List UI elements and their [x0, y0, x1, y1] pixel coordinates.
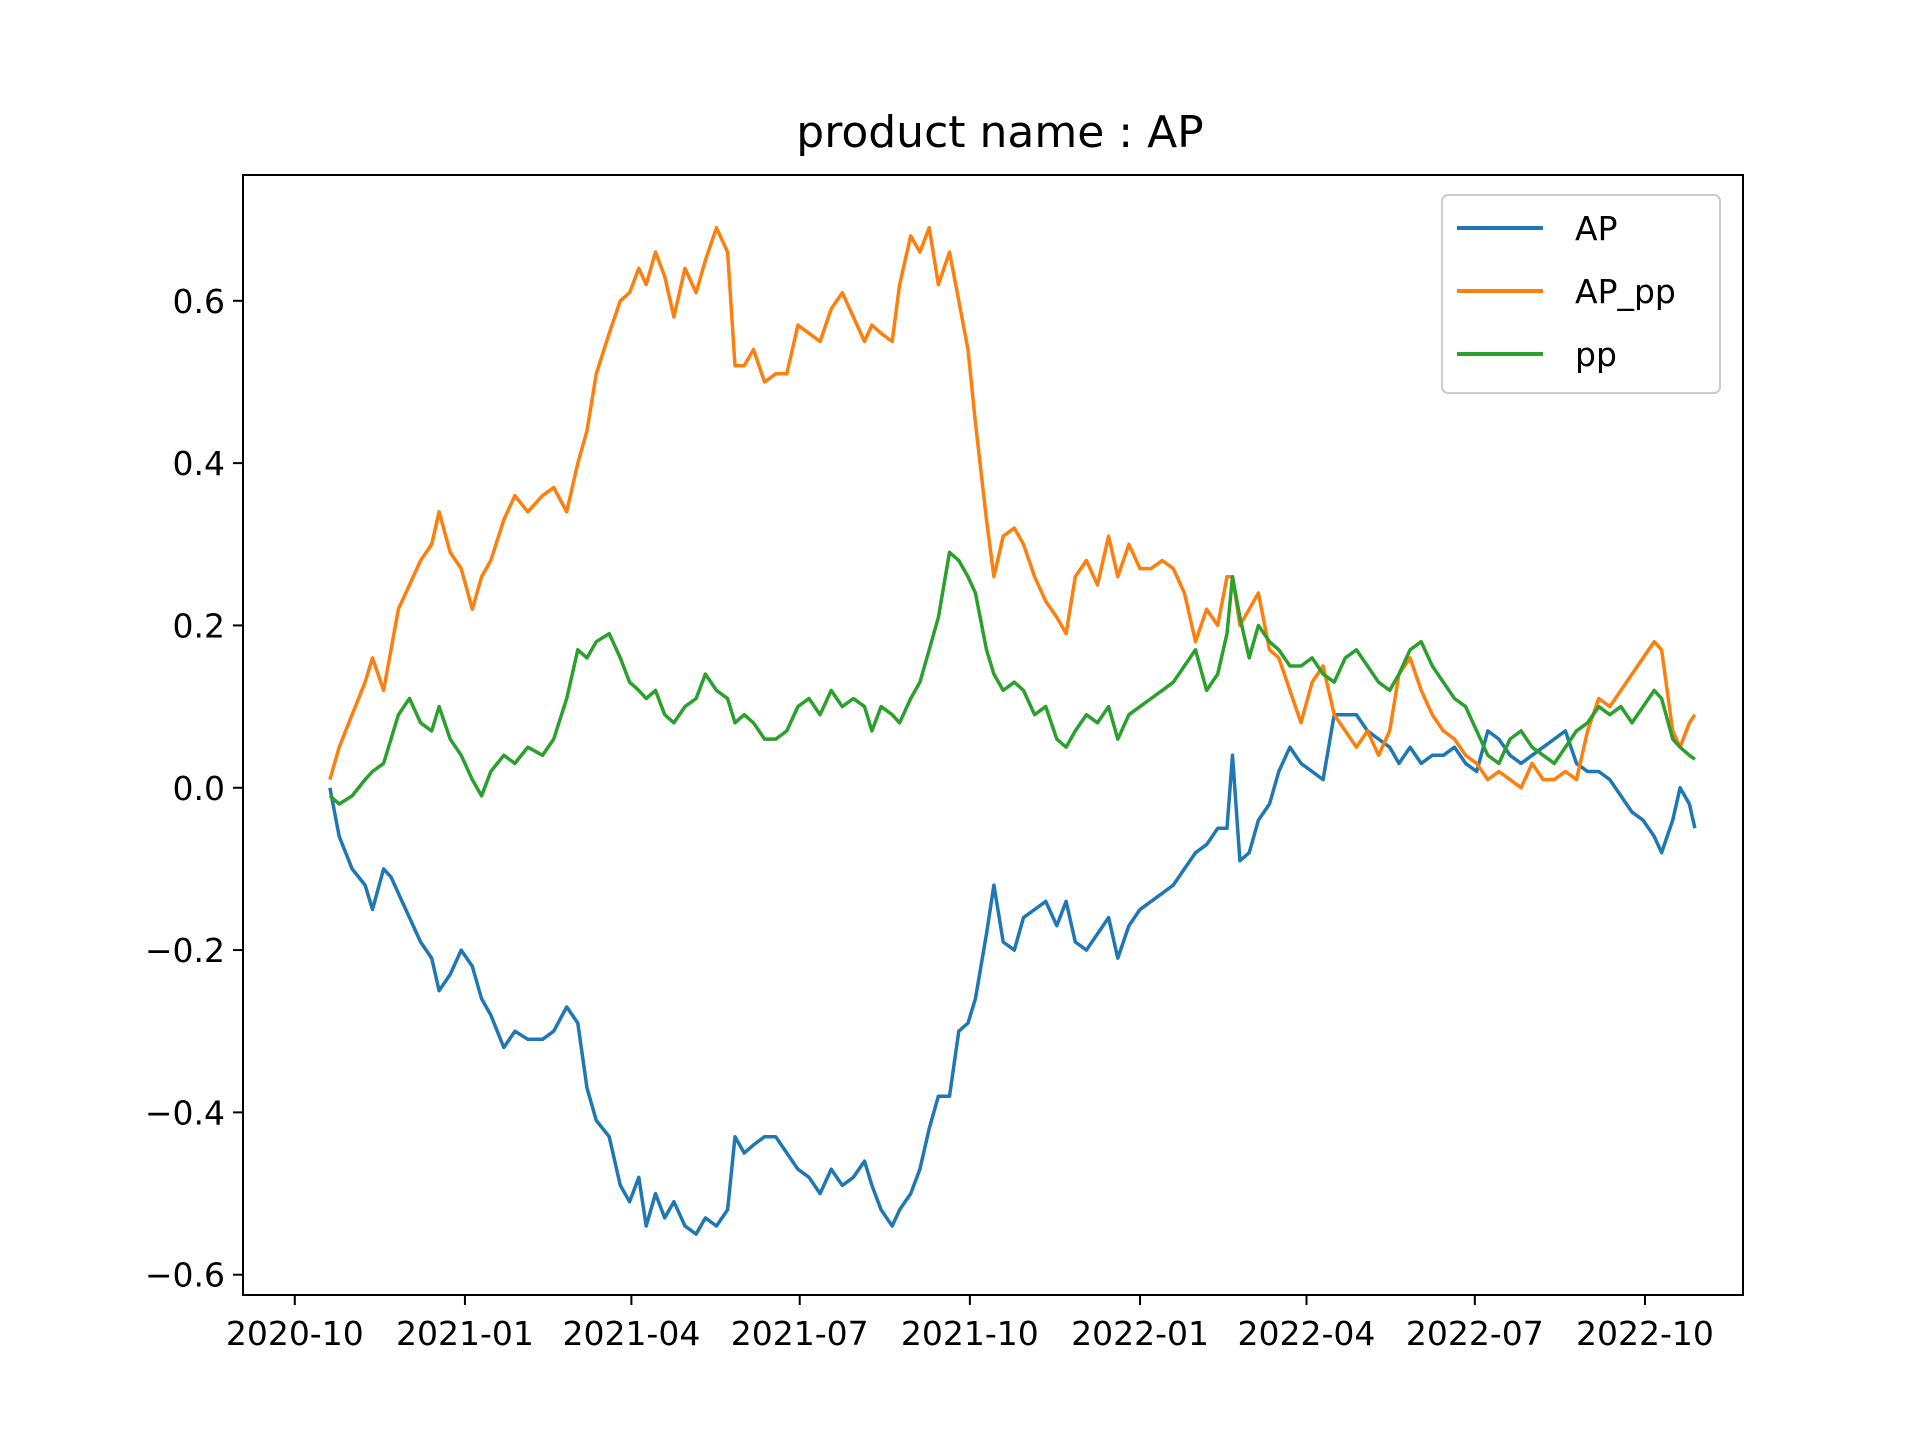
series-line-ap [328, 712, 1697, 1236]
y-tick-label: −0.6 [145, 1256, 225, 1295]
x-tick-label: 2022-10 [1576, 1314, 1714, 1353]
series-line-ap-pp [328, 226, 1697, 790]
x-tick-label: 2022-01 [1071, 1314, 1209, 1353]
y-tick-label: 0.4 [173, 444, 225, 483]
plot-frame [242, 174, 1744, 1296]
y-tick-label: −0.2 [145, 931, 225, 970]
x-tick-label: 2022-04 [1238, 1314, 1376, 1353]
chart-title: product name : AP [796, 107, 1203, 158]
legend-label: AP_pp [1575, 272, 1676, 311]
x-tick-label: 2022-07 [1406, 1314, 1544, 1353]
x-tick-label: 2021-07 [731, 1314, 869, 1353]
y-axis: −0.6 −0.4 −0.2 0.0 0.2 0.4 0.6 [145, 282, 243, 1295]
x-tick-label: 2021-10 [901, 1314, 1039, 1353]
y-tick-label: 0.6 [173, 282, 225, 321]
series-line-pp [328, 550, 1696, 806]
x-tick-label: 2021-04 [562, 1314, 700, 1353]
x-axis: 2020-10 2021-01 2021-04 2021-07 2021-10 2022-… [226, 1295, 1714, 1353]
x-tick-label: 2020-10 [226, 1314, 364, 1353]
y-tick-label: 0.2 [173, 606, 225, 645]
plot-area [242, 174, 1744, 1296]
series-group [328, 226, 1697, 1236]
x-tick-label: 2021-01 [396, 1314, 534, 1353]
legend-label: AP [1575, 209, 1617, 248]
y-tick-label: 0.0 [173, 769, 225, 808]
legend-box [1441, 194, 1721, 394]
y-tick-label: −0.4 [145, 1093, 225, 1132]
legend-label: pp [1575, 335, 1617, 374]
